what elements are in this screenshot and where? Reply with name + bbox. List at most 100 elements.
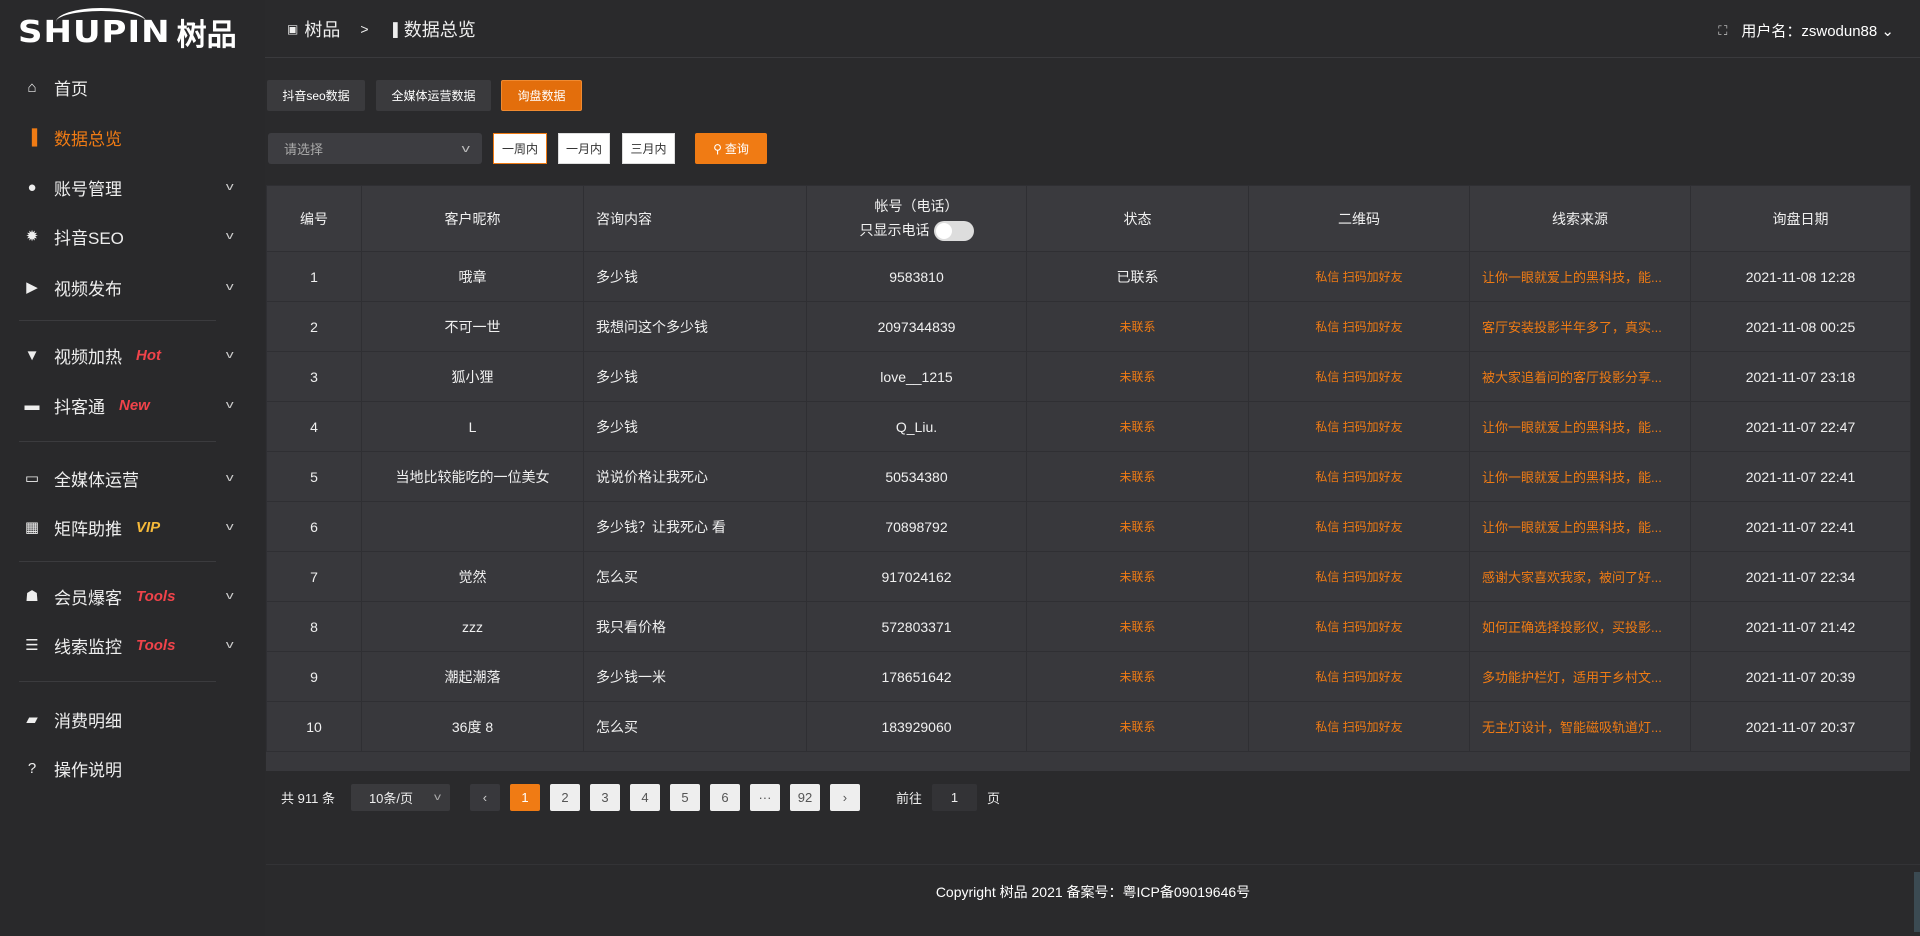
sidebar-item-5[interactable]: ▼ 视频加热 Hot v — [22, 335, 234, 375]
cell-source[interactable]: 让你一眼就爱上的黑科技，能... — [1469, 501, 1691, 552]
tab-douyin-seo[interactable]: 抖音seo数据 — [267, 80, 365, 111]
table-row: 2 不可一世 我想问这个多少钱 2097344839 未联系 私信 扫码加好友 客厅安装投影… — [266, 301, 1911, 352]
flame-icon: ▼ — [24, 346, 40, 364]
cell-source[interactable]: 感谢大家喜欢我家，被问了好... — [1469, 551, 1691, 602]
range-week-button[interactable]: 一周内 — [493, 133, 547, 164]
tab-all-media[interactable]: 全媒体运营数据 — [376, 80, 491, 111]
sidebar-item-7[interactable]: ▭ 全媒体运营 v — [22, 458, 233, 498]
next-page-button[interactable]: › — [829, 784, 860, 811]
cell-source[interactable]: 让你一眼就爱上的黑科技，能... — [1469, 451, 1691, 502]
prev-page-button[interactable]: ‹ — [469, 784, 500, 811]
breadcrumb-root[interactable]: 树品 — [304, 20, 341, 40]
col-date: 询盘日期 — [1690, 185, 1911, 252]
sidebar-badge: New — [119, 396, 150, 414]
phone-only-toggle[interactable] — [933, 221, 974, 242]
cell-content: 我只看价格 — [583, 601, 807, 652]
cell-qrcode[interactable]: 私信 扫码加好友 — [1248, 651, 1470, 702]
range-3month-button[interactable]: 三月内 — [622, 133, 675, 164]
scrollbar[interactable] — [1914, 872, 1920, 932]
sidebar-item-4[interactable]: ▶ 视频发布 v — [22, 267, 234, 307]
cell-source[interactable]: 客厅安装投影半年多了，真实... — [1469, 301, 1691, 352]
page-button[interactable]: 3 — [589, 784, 620, 811]
page-size-select[interactable]: 10条/页 v — [350, 784, 450, 811]
col-qrcode: 二维码 — [1248, 185, 1470, 252]
chevron-down-icon: v — [225, 281, 234, 293]
grid-icon: ▦ — [24, 519, 40, 536]
sidebar-item-0[interactable]: ⌂ 首页 — [22, 67, 232, 107]
cell-source[interactable]: 多功能护栏灯，适用于乡村文... — [1469, 651, 1691, 702]
col-account-title: 帐号（电话） — [874, 197, 959, 214]
bar-chart-icon: ▐ — [388, 21, 398, 37]
cell-qrcode[interactable]: 私信 扫码加好友 — [1248, 551, 1470, 602]
cell-qrcode[interactable]: 私信 扫码加好友 — [1248, 501, 1470, 552]
query-button[interactable]: ⚲ 查询 — [695, 133, 767, 164]
sidebar-item-9[interactable]: ☗ 会员爆客 Tools v — [22, 576, 233, 616]
cell-source[interactable]: 让你一眼就爱上的黑科技，能... — [1469, 401, 1691, 452]
page-size-value: 10条/页 — [368, 791, 414, 806]
cell-qrcode[interactable]: 私信 扫码加好友 — [1248, 401, 1470, 452]
range-month-button[interactable]: 一月内 — [558, 133, 610, 164]
sidebar-item-label: 全媒体运营 — [54, 470, 139, 490]
sidebar-item-label: 账号管理 — [54, 179, 122, 199]
cell-qrcode[interactable]: 私信 扫码加好友 — [1248, 251, 1470, 302]
page-button[interactable]: 4 — [629, 784, 660, 811]
user-menu[interactable]: 用户名：zswodun88 ⌄ — [1741, 20, 1894, 41]
goto-prefix: 前往 — [895, 791, 922, 806]
cell-status: 未联系 — [1026, 451, 1249, 502]
tab-inquiry[interactable]: 询盘数据 — [501, 80, 582, 111]
chevron-down-icon: v — [225, 521, 234, 533]
sidebar-item-2[interactable]: ● 账号管理 v — [22, 167, 233, 207]
cell-date: 2021-11-07 22:34 — [1690, 551, 1911, 602]
sidebar-item-3[interactable]: ✹ 抖音SEO v — [22, 216, 233, 256]
table-row: 8 zzz 我只看价格 572803371 未联系 私信 扫码加好友 如何正确选择投影仪，买… — [266, 601, 1911, 652]
sidebar-item-8[interactable]: ▦ 矩阵助推 VIP v — [22, 507, 234, 547]
fullscreen-icon[interactable]: ⛶ — [1718, 22, 1728, 38]
sidebar-item-label: 消费明细 — [54, 711, 122, 731]
cell-source[interactable]: 让你一眼就爱上的黑科技，能... — [1469, 251, 1691, 302]
cell-date: 2021-11-08 12:28 — [1690, 251, 1911, 302]
chevron-down-icon: v — [225, 349, 234, 361]
sidebar-item-label: 会员爆客 — [54, 588, 122, 608]
page-button[interactable]: 92 — [789, 784, 820, 811]
page-button[interactable]: ··· — [749, 784, 780, 811]
sidebar-badge: Tools — [136, 587, 176, 605]
cell-content: 多少钱？让我死心 看 — [583, 501, 807, 552]
table-row: 1 哦章 多少钱 9583810 已联系 私信 扫码加好友 让你一眼就爱上的黑科技，能...… — [266, 251, 1911, 302]
cell-id: 5 — [266, 451, 362, 502]
cell-account: 178651642 — [806, 651, 1027, 702]
cell-source[interactable]: 被大家追着问的客厅投影分享... — [1469, 351, 1691, 402]
total-count: 共 911 条 — [281, 791, 335, 806]
sidebar-item-1[interactable]: ▐ 数据总览 — [22, 117, 232, 157]
cell-content: 怎么买 — [583, 701, 807, 752]
filter-select[interactable]: 请选择 v — [268, 133, 482, 164]
cell-id: 8 — [266, 601, 362, 652]
cell-qrcode[interactable]: 私信 扫码加好友 — [1248, 601, 1470, 652]
cell-account: Q_Liu. — [806, 401, 1027, 452]
page-button[interactable]: 2 — [549, 784, 580, 811]
cell-account: love__1215 — [806, 351, 1027, 402]
col-source: 线索来源 — [1469, 185, 1691, 252]
divider — [19, 681, 216, 682]
sidebar-item-6[interactable]: ▬ 抖客通 New v — [22, 385, 234, 425]
sidebar-item-10[interactable]: ☰ 线索监控 Tools v — [22, 625, 233, 665]
sidebar: SHUPIN 树品 ⌂ 首页 ▐ 数据总览 ● 账号管理 v ✹ 抖音SEO v ▶ 视频发布 v ▼ 视频… — [0, 0, 265, 936]
cell-qrcode[interactable]: 私信 扫码加好友 — [1248, 451, 1470, 502]
page-button[interactable]: 1 — [509, 784, 540, 811]
cell-source[interactable]: 如何正确选择投影仪，买投影... — [1469, 601, 1691, 652]
cell-qrcode[interactable]: 私信 扫码加好友 — [1248, 301, 1470, 352]
page-button[interactable]: 6 — [709, 784, 740, 811]
sidebar-item-11[interactable]: ▰ 消费明细 — [22, 699, 232, 739]
cell-id: 1 — [266, 251, 362, 302]
cell-content: 多少钱一米 — [583, 651, 807, 702]
sliders-icon: ☰ — [25, 637, 39, 654]
cell-qrcode[interactable]: 私信 扫码加好友 — [1248, 351, 1470, 402]
cell-content: 多少钱 — [583, 351, 807, 402]
page-button[interactable]: 5 — [669, 784, 700, 811]
username-label: 用户名：zswodun88 — [1741, 23, 1878, 40]
logo[interactable]: SHUPIN 树品 — [18, 8, 237, 54]
cell-source[interactable]: 无主灯设计，智能磁吸轨道灯... — [1469, 701, 1691, 752]
sidebar-item-12[interactable]: ? 操作说明 — [22, 748, 232, 788]
cell-qrcode[interactable]: 私信 扫码加好友 — [1248, 701, 1470, 752]
goto-page-input[interactable]: 1 — [931, 784, 977, 811]
cell-status: 未联系 — [1026, 601, 1249, 652]
